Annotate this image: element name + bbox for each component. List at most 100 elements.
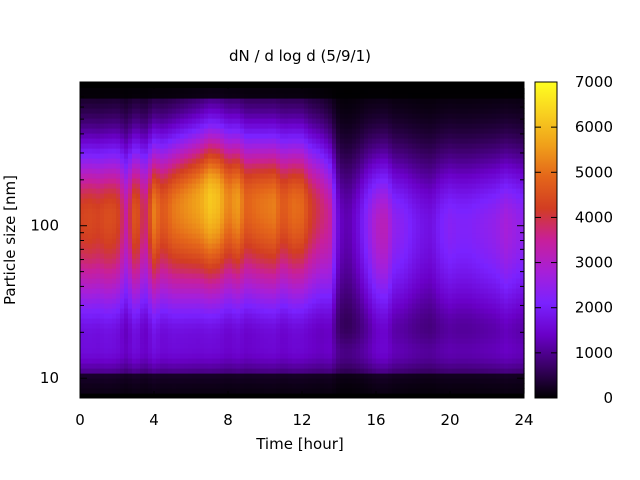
heatmap-cell xyxy=(240,318,245,324)
heatmap-cell xyxy=(188,108,193,114)
heatmap-cell xyxy=(340,338,345,344)
heatmap-cell xyxy=(108,93,113,99)
heatmap-cell xyxy=(136,358,141,364)
heatmap-cell xyxy=(112,218,117,224)
heatmap-cell xyxy=(304,358,309,364)
heatmap-cell xyxy=(136,318,141,324)
heatmap-cell xyxy=(356,293,361,299)
heatmap-cell xyxy=(256,323,261,329)
heatmap-cell xyxy=(172,388,177,394)
heatmap-cell xyxy=(176,173,181,179)
heatmap-cell xyxy=(120,348,125,354)
heatmap-cell xyxy=(320,148,325,154)
heatmap-cell xyxy=(252,313,257,319)
heatmap-cell xyxy=(372,238,377,244)
heatmap-cell xyxy=(388,313,393,319)
heatmap-cell xyxy=(136,388,141,394)
heatmap-cell xyxy=(344,363,349,369)
heatmap-cell xyxy=(348,253,353,259)
heatmap-cell xyxy=(164,378,169,384)
heatmap-cell xyxy=(116,138,121,144)
heatmap-cell xyxy=(240,203,245,209)
heatmap-cell xyxy=(304,308,309,314)
heatmap-cell xyxy=(360,333,365,339)
heatmap-cell xyxy=(248,153,253,159)
heatmap-cell xyxy=(120,173,125,179)
heatmap-cell xyxy=(128,308,133,314)
heatmap-cell xyxy=(232,178,237,184)
heatmap-cell xyxy=(232,193,237,199)
heatmap-cell xyxy=(84,173,89,179)
heatmap-cell xyxy=(300,178,305,184)
heatmap-cell xyxy=(384,128,389,134)
heatmap-cell xyxy=(256,288,261,294)
heatmap-cell xyxy=(396,88,401,94)
heatmap-cell xyxy=(340,183,345,189)
heatmap-cell xyxy=(296,263,301,269)
heatmap-cell xyxy=(280,108,285,114)
heatmap-cell xyxy=(100,253,105,259)
heatmap-cell xyxy=(152,118,157,124)
heatmap-cell xyxy=(184,383,189,389)
heatmap-cell xyxy=(220,223,225,229)
heatmap-cell xyxy=(328,358,333,364)
heatmap-cell xyxy=(404,178,409,184)
heatmap-cell xyxy=(396,338,401,344)
heatmap-cell xyxy=(256,363,261,369)
heatmap-cell xyxy=(188,308,193,314)
heatmap-cell xyxy=(380,233,385,239)
heatmap-cell xyxy=(156,113,161,119)
heatmap-cell xyxy=(88,273,93,279)
heatmap-cell xyxy=(224,178,229,184)
heatmap-cell xyxy=(184,133,189,139)
heatmap-cell xyxy=(300,263,305,269)
heatmap-cell xyxy=(224,238,229,244)
heatmap-cell xyxy=(84,153,89,159)
heatmap-cell xyxy=(288,233,293,239)
heatmap-cell xyxy=(192,338,197,344)
heatmap-cell xyxy=(188,383,193,389)
heatmap-cell xyxy=(164,288,169,294)
heatmap-cell xyxy=(128,318,133,324)
heatmap-cell xyxy=(292,143,297,149)
heatmap-cell xyxy=(232,123,237,129)
heatmap-cell xyxy=(128,103,133,109)
heatmap-cell xyxy=(260,308,265,314)
heatmap-cell xyxy=(304,213,309,219)
heatmap-cell xyxy=(224,323,229,329)
heatmap-cell xyxy=(272,218,277,224)
heatmap-cell xyxy=(168,198,173,204)
heatmap-cell xyxy=(100,193,105,199)
heatmap-cell xyxy=(364,318,369,324)
heatmap-cell xyxy=(272,303,277,309)
heatmap-cell xyxy=(360,148,365,154)
heatmap-cell xyxy=(212,283,217,289)
heatmap-cell xyxy=(360,153,365,159)
heatmap-cell xyxy=(144,193,149,199)
heatmap-cell xyxy=(232,333,237,339)
heatmap-cell xyxy=(236,178,241,184)
heatmap-cell xyxy=(240,248,245,254)
heatmap-cell xyxy=(204,363,209,369)
heatmap-cell xyxy=(284,168,289,174)
heatmap-cell xyxy=(320,238,325,244)
heatmap-cell xyxy=(344,388,349,394)
heatmap-cell xyxy=(308,353,313,359)
heatmap-cell xyxy=(360,118,365,124)
heatmap-cell xyxy=(316,278,321,284)
heatmap-cell xyxy=(144,198,149,204)
heatmap-cell xyxy=(208,278,213,284)
heatmap-cell xyxy=(112,113,117,119)
heatmap-cell xyxy=(248,93,253,99)
heatmap-cell xyxy=(292,163,297,169)
heatmap-cell xyxy=(304,193,309,199)
heatmap-cell xyxy=(272,203,277,209)
heatmap-cell xyxy=(180,378,185,384)
heatmap-cell xyxy=(172,148,177,154)
heatmap-cell xyxy=(276,253,281,259)
heatmap-cell xyxy=(164,353,169,359)
heatmap-cell xyxy=(224,88,229,94)
heatmap-cell xyxy=(228,163,233,169)
heatmap-cell xyxy=(100,383,105,389)
heatmap-cell xyxy=(296,238,301,244)
